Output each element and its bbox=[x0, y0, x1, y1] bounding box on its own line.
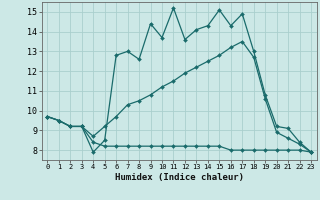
X-axis label: Humidex (Indice chaleur): Humidex (Indice chaleur) bbox=[115, 173, 244, 182]
